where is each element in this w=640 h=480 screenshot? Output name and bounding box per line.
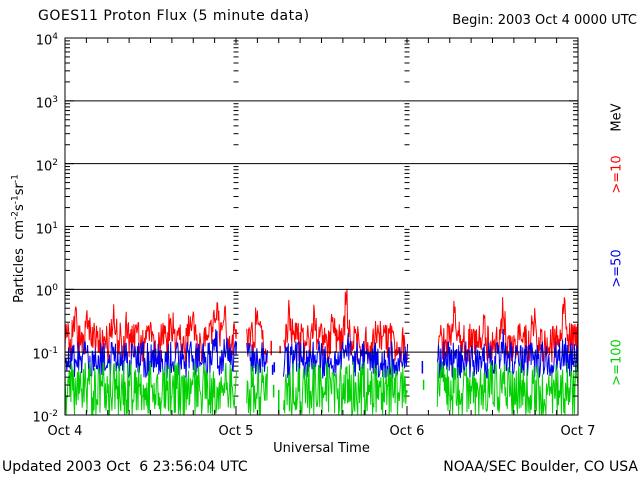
series-50: [64, 328, 579, 380]
x-tick-label-oct-7: Oct 7: [560, 424, 596, 439]
updated-timestamp: Updated 2003 Oct 6 23:56:04 UTC: [2, 459, 248, 475]
x-tick-label-oct-5: Oct 5: [218, 424, 254, 439]
x-axis-title: Universal Time: [273, 441, 370, 456]
series-100: [64, 361, 579, 417]
x-tick-label-oct-6: Oct 6: [389, 424, 425, 439]
legend-item-ge100: >=100: [609, 339, 625, 386]
y-axis-title: Particles cm-2s-1sr-1: [10, 174, 27, 303]
credit-text: NOAA/SEC Boulder, CO USA: [443, 459, 638, 475]
y-tick-label-10e-1: 10-1: [32, 346, 58, 363]
series-10: [64, 288, 579, 364]
legend-item-ge10: >=10: [609, 155, 625, 194]
y-tick-label-10e0: 100: [35, 283, 58, 300]
y-tick-label-10e2: 102: [35, 157, 58, 174]
y-tick-label-10e3: 103: [35, 94, 58, 112]
legend-item-ge50: >=50: [609, 249, 625, 288]
begin-timestamp: Begin: 2003 Oct 4 0000 UTC: [452, 13, 637, 28]
y-tick-label-10e-2: 10-2: [32, 409, 58, 426]
y-tick-label-10e4: 104: [35, 32, 58, 49]
x-tick-label-oct-4: Oct 4: [47, 424, 83, 439]
chart-title: GOES11 Proton Flux (5 minute data): [38, 8, 310, 24]
y-tick-label-10e1: 101: [35, 220, 58, 237]
